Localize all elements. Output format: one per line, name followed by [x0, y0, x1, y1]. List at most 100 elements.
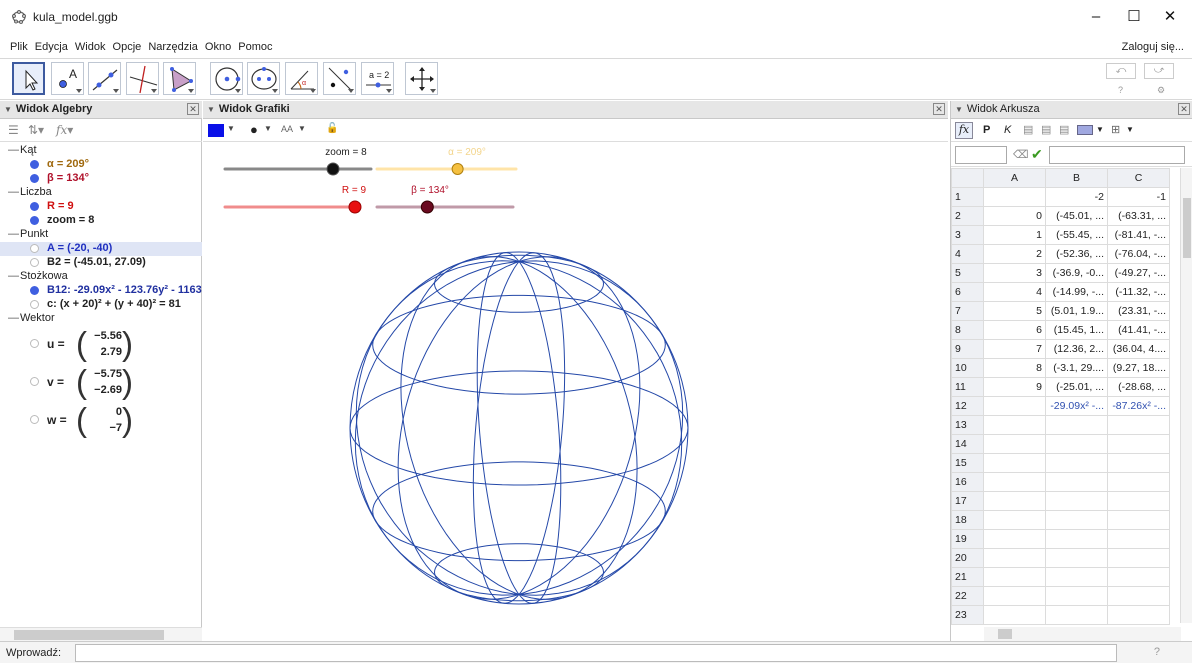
table-cell[interactable]: (-11.32, -... [1107, 282, 1170, 302]
chevron-down-icon[interactable]: ▼ [227, 124, 235, 133]
circle-tool-button[interactable] [210, 62, 243, 95]
sphere-wireframe[interactable] [349, 251, 689, 605]
row-header[interactable]: 9 [951, 339, 984, 359]
table-cell[interactable]: -29.09x² -... [1045, 396, 1108, 416]
help-icon[interactable]: ? [1153, 646, 1160, 658]
table-cell[interactable]: (12.36, 2... [1045, 339, 1108, 359]
cell-formula-input[interactable] [1049, 146, 1185, 164]
eraser-icon[interactable]: ⌫ [1013, 149, 1029, 161]
table-cell[interactable] [1045, 472, 1108, 492]
spreadsheet-horizontal-scrollbar[interactable] [984, 627, 1181, 641]
visibility-toggle[interactable] [30, 339, 39, 348]
category-wektor[interactable]: — Wektor [8, 312, 55, 324]
list-item[interactable]: zoom = 8 [0, 214, 202, 228]
table-cell[interactable]: 1 [983, 225, 1046, 245]
align-right-icon[interactable]: ▤ [1059, 124, 1070, 136]
redo-button[interactable]: ⤻ [1144, 63, 1174, 79]
list-item[interactable]: c: (x + 20)² + (y + 40)² = 81 [0, 298, 202, 312]
table-cell[interactable] [1107, 605, 1170, 625]
reflect-tool-button[interactable] [323, 62, 356, 95]
table-cell[interactable]: 3 [983, 263, 1046, 283]
fx-menu-icon[interactable]: fx▾ [56, 123, 74, 137]
align-center-icon[interactable]: ▤ [1041, 124, 1052, 136]
table-cell[interactable]: 7 [983, 339, 1046, 359]
row-header[interactable]: 1 [951, 187, 984, 207]
table-cell[interactable] [1107, 510, 1170, 530]
checkmark-icon[interactable]: ✔ [1031, 146, 1043, 162]
table-cell[interactable] [983, 529, 1046, 549]
visibility-toggle[interactable] [30, 286, 39, 295]
close-panel-icon[interactable]: ✕ [187, 103, 199, 115]
table-cell[interactable]: (-76.04, -... [1107, 244, 1170, 264]
menu-pomoc[interactable]: Pomoc [238, 41, 273, 53]
text-size-icon[interactable]: AA [281, 124, 294, 134]
table-cell[interactable]: (9.27, 18.... [1107, 358, 1170, 378]
angle-tool-button[interactable]: α [285, 62, 318, 95]
table-cell[interactable]: 8 [983, 358, 1046, 378]
column-header[interactable]: C [1107, 168, 1170, 188]
point-tool-button[interactable]: A [51, 62, 84, 95]
row-header[interactable]: 8 [951, 320, 984, 340]
table-cell[interactable]: -1 [1107, 187, 1170, 207]
table-cell[interactable] [983, 472, 1046, 492]
row-header[interactable]: 20 [951, 548, 984, 568]
login-link[interactable]: Zaloguj się... [1121, 41, 1184, 53]
table-cell[interactable] [1107, 453, 1170, 473]
table-cell[interactable] [1107, 434, 1170, 454]
visibility-toggle[interactable] [30, 160, 39, 169]
visibility-toggle[interactable] [30, 244, 39, 253]
spreadsheet-grid[interactable]: A B C 1 -2 -1 2 0 (-45.01, ... (-63.31, ... 3 1 (-55… [951, 168, 1170, 625]
category-liczba[interactable]: — Liczba [8, 186, 52, 198]
cell-name-field[interactable] [955, 146, 1007, 164]
maximize-button[interactable]: ☐ [1127, 8, 1141, 25]
slider-zoom-knob[interactable] [326, 162, 340, 176]
line-tool-button[interactable] [88, 62, 121, 95]
row-header[interactable]: 23 [951, 605, 984, 625]
category-kat[interactable]: — Kąt [8, 144, 37, 156]
row-header[interactable]: 7 [951, 301, 984, 321]
conic-tool-button[interactable] [247, 62, 280, 95]
table-cell[interactable] [983, 415, 1046, 435]
move-view-tool-button[interactable] [405, 62, 438, 95]
slider-alpha[interactable]: α = 209° [375, 147, 518, 175]
visibility-toggle[interactable] [30, 415, 39, 424]
table-cell[interactable] [1045, 605, 1108, 625]
table-cell[interactable]: (-52.36, ... [1045, 244, 1108, 264]
row-header[interactable]: 15 [951, 453, 984, 473]
help-icon[interactable]: ? [1118, 85, 1124, 95]
visibility-toggle[interactable] [30, 300, 39, 309]
slider-beta-knob[interactable] [420, 200, 434, 214]
table-cell[interactable] [1045, 529, 1108, 549]
row-header[interactable]: 17 [951, 491, 984, 511]
vector-item[interactable]: w =(0 −7) [0, 402, 202, 440]
row-header[interactable]: 2 [951, 206, 984, 226]
table-cell[interactable] [1045, 415, 1108, 435]
table-cell[interactable] [1107, 586, 1170, 606]
table-cell[interactable] [1045, 586, 1108, 606]
auxiliary-objects-icon[interactable]: ☰ [8, 123, 19, 137]
color-swatch[interactable] [208, 124, 224, 137]
vector-item[interactable]: u =(−5.56 2.79) [0, 326, 202, 364]
table-cell[interactable]: -87.26x² -... [1107, 396, 1170, 416]
table-cell[interactable]: (-55.45, ... [1045, 225, 1108, 245]
table-cell[interactable]: 6 [983, 320, 1046, 340]
visibility-toggle[interactable] [30, 216, 39, 225]
table-cell[interactable] [983, 491, 1046, 511]
row-header[interactable]: 3 [951, 225, 984, 245]
table-cell[interactable]: (-81.41, -... [1107, 225, 1170, 245]
table-cell[interactable] [1045, 491, 1108, 511]
table-cell[interactable] [983, 548, 1046, 568]
column-header[interactable]: A [983, 168, 1046, 188]
table-cell[interactable] [1045, 567, 1108, 587]
algebra-horizontal-scrollbar[interactable] [0, 627, 202, 641]
collapse-icon[interactable]: ▼ [207, 105, 215, 114]
table-cell[interactable]: 9 [983, 377, 1046, 397]
row-header[interactable]: 12 [951, 396, 984, 416]
table-cell[interactable]: 0 [983, 206, 1046, 226]
row-header[interactable]: 19 [951, 529, 984, 549]
chevron-down-icon[interactable]: ▼ [1096, 125, 1104, 134]
table-cell[interactable]: (-63.31, ... [1107, 206, 1170, 226]
table-cell[interactable]: (5.01, 1.9... [1045, 301, 1108, 321]
table-cell[interactable]: -2 [1045, 187, 1108, 207]
table-cell[interactable]: (-36.9, -0... [1045, 263, 1108, 283]
